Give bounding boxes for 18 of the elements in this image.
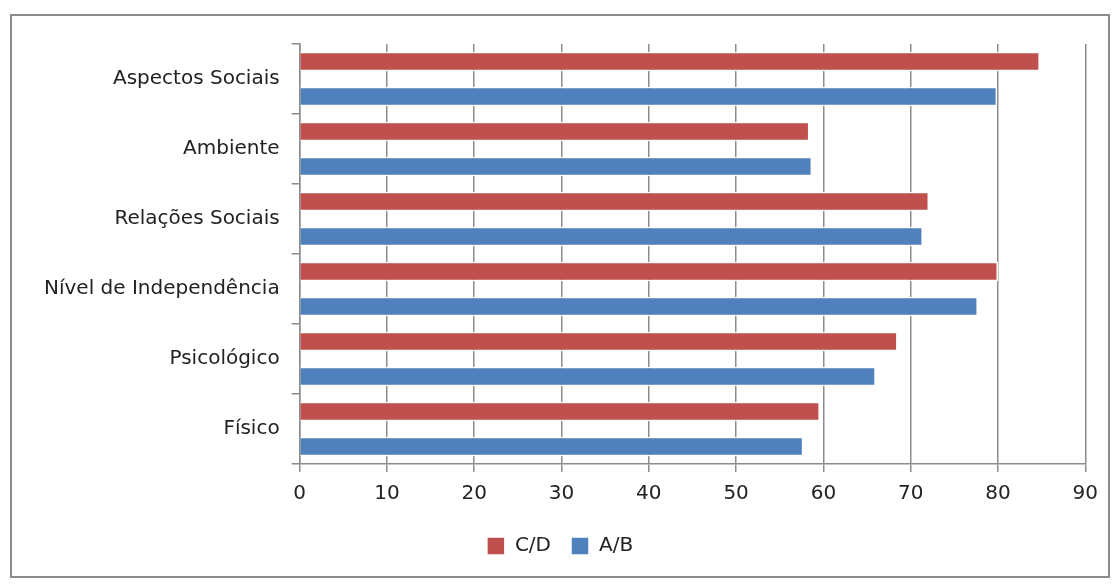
- x-tick-label: 90: [1072, 480, 1098, 505]
- legend-label: C/D: [514, 532, 551, 557]
- y-tick-label: Nível de Independência: [43, 275, 280, 300]
- x-tick-label: 30: [548, 480, 575, 505]
- x-tick-label: 80: [985, 480, 1011, 505]
- y-tick-label: Aspectos Sociais: [112, 65, 280, 90]
- x-tick-label: 40: [636, 480, 662, 505]
- y-tick-label: Relações Sociais: [114, 205, 280, 230]
- x-tick-label: 70: [897, 480, 924, 505]
- y-tick-label: Físico: [223, 415, 280, 440]
- x-tick-label: 0: [293, 480, 307, 505]
- legend-label: A/B: [598, 532, 634, 557]
- x-tick-label: 10: [374, 480, 400, 505]
- y-tick-label: Ambiente: [183, 135, 280, 160]
- x-tick-label: 20: [461, 480, 487, 505]
- x-tick-label: 60: [810, 480, 837, 505]
- y-tick-label: Psicológico: [169, 345, 280, 370]
- x-tick-label: 50: [723, 480, 749, 505]
